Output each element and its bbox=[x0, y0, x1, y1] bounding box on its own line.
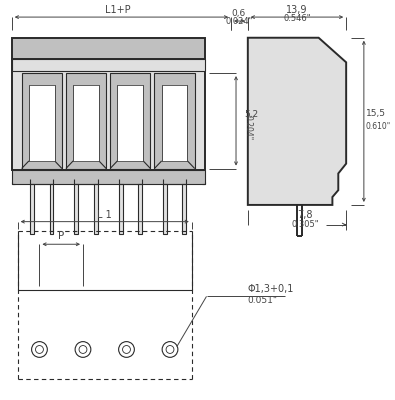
Bar bbox=[118, 184, 122, 234]
Bar bbox=[163, 184, 167, 234]
Circle shape bbox=[32, 342, 47, 357]
Bar bbox=[110, 73, 150, 168]
Text: 5,2: 5,2 bbox=[244, 110, 258, 120]
Bar bbox=[138, 184, 142, 234]
Bar bbox=[30, 184, 34, 234]
Bar bbox=[162, 84, 188, 161]
Bar bbox=[29, 84, 55, 161]
Bar bbox=[22, 73, 62, 168]
Text: Φ1,3+0,1: Φ1,3+0,1 bbox=[248, 284, 294, 294]
Text: 7,8: 7,8 bbox=[297, 210, 312, 220]
Polygon shape bbox=[248, 38, 346, 205]
Text: 15,5: 15,5 bbox=[366, 109, 386, 118]
Text: 0.305": 0.305" bbox=[291, 220, 319, 229]
Bar bbox=[154, 73, 195, 168]
Bar bbox=[117, 84, 143, 161]
Bar bbox=[66, 73, 106, 168]
Circle shape bbox=[118, 342, 134, 357]
Bar bbox=[182, 184, 186, 234]
Text: P: P bbox=[58, 231, 64, 241]
Circle shape bbox=[162, 342, 178, 357]
Text: L 1: L 1 bbox=[97, 210, 112, 220]
Text: 0,6: 0,6 bbox=[232, 9, 246, 18]
Text: 0.024": 0.024" bbox=[225, 16, 253, 26]
Bar bbox=[12, 170, 205, 184]
Circle shape bbox=[166, 346, 174, 354]
Text: 0.610": 0.610" bbox=[366, 122, 391, 131]
Circle shape bbox=[79, 346, 87, 354]
Circle shape bbox=[122, 346, 130, 354]
Bar bbox=[12, 59, 205, 71]
Text: 0.204": 0.204" bbox=[244, 115, 253, 140]
Bar bbox=[74, 184, 78, 234]
Circle shape bbox=[75, 342, 91, 357]
Text: 0.051": 0.051" bbox=[248, 296, 278, 305]
Text: 13,9: 13,9 bbox=[286, 5, 308, 15]
Bar bbox=[94, 184, 98, 234]
Text: 0.546": 0.546" bbox=[283, 14, 311, 22]
Bar bbox=[12, 38, 205, 59]
Bar bbox=[12, 59, 205, 170]
Circle shape bbox=[36, 346, 43, 354]
Bar bbox=[73, 84, 99, 161]
Bar bbox=[49, 184, 53, 234]
Text: L1+P: L1+P bbox=[105, 5, 131, 15]
